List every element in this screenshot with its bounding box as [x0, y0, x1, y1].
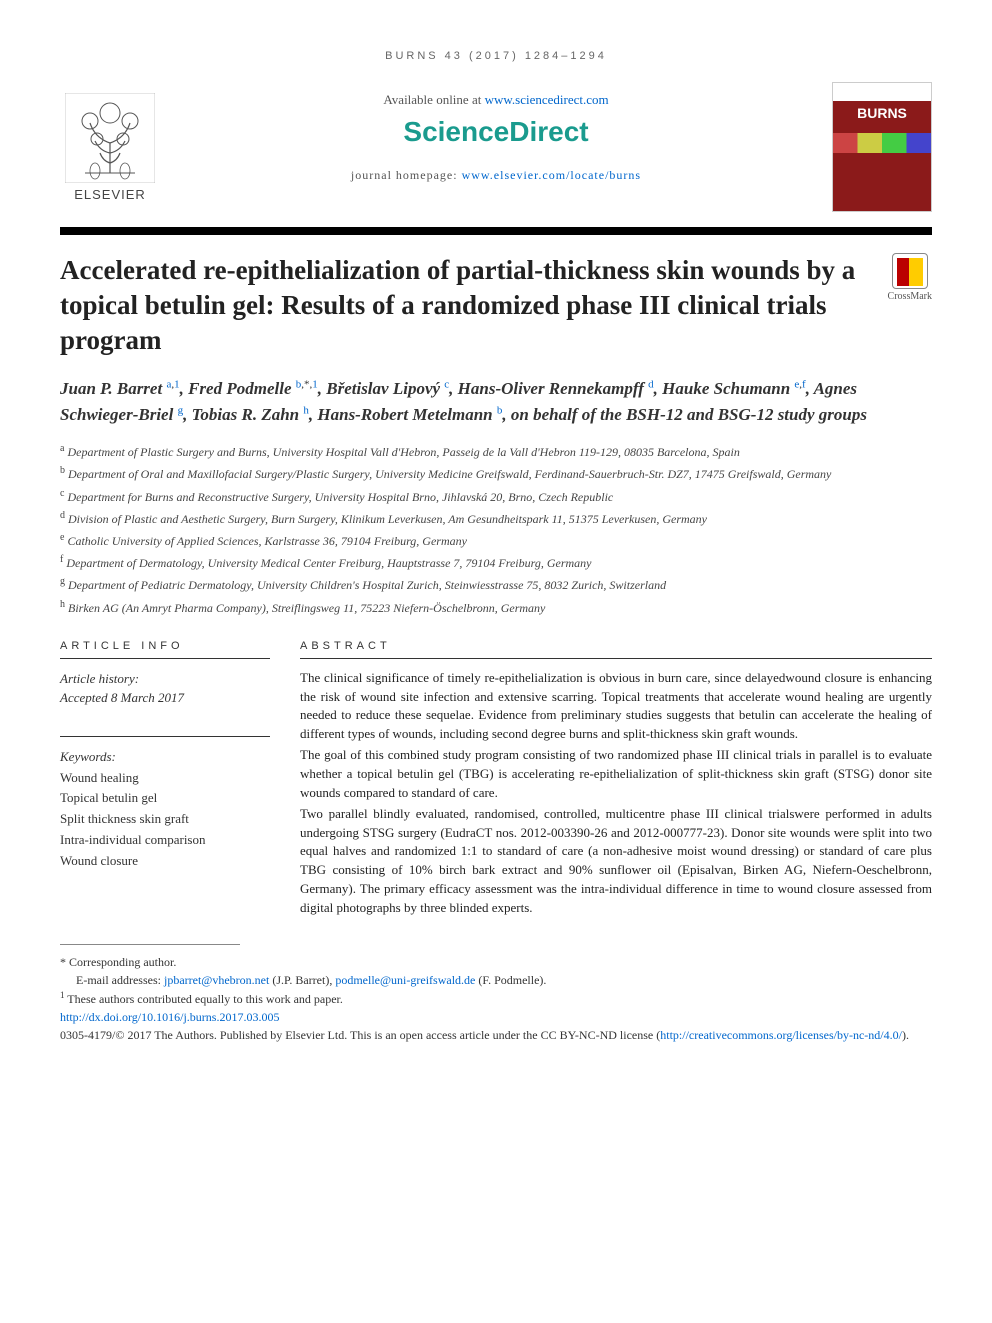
equal-contrib-text: These authors contributed equally to thi… — [67, 992, 343, 1006]
license-link[interactable]: http://creativecommons.org/licenses/by-n… — [660, 1028, 902, 1042]
footnotes-separator — [60, 944, 240, 945]
affiliation: d Division of Plastic and Aesthetic Surg… — [60, 508, 932, 529]
abstract-heading: ABSTRACT — [300, 640, 932, 659]
email-link-2[interactable]: podmelle@uni-greifswald.de — [335, 973, 475, 987]
article-title: Accelerated re-epithelialization of part… — [60, 253, 868, 358]
authors: Juan P. Barret a,1, Fred Podmelle b,*,1,… — [60, 376, 932, 427]
article-history: Article history: Accepted 8 March 2017 — [60, 669, 270, 708]
footnotes: * Corresponding author. E-mail addresses… — [60, 953, 932, 1044]
keyword: Intra-individual comparison — [60, 830, 270, 851]
journal-homepage: journal homepage: www.elsevier.com/locat… — [180, 168, 812, 183]
doi-link[interactable]: http://dx.doi.org/10.1016/j.burns.2017.0… — [60, 1010, 279, 1024]
running-header: BURNS 43 (2017) 1284–1294 — [60, 50, 932, 62]
copyright-text: 0305-4179/© 2017 The Authors. Published … — [60, 1028, 660, 1042]
keyword: Wound closure — [60, 851, 270, 872]
elsevier-label: ELSEVIER — [74, 187, 146, 202]
crossmark-badge[interactable]: CrossMark — [888, 253, 932, 302]
abstract-paragraph: Two parallel blindly evaluated, randomis… — [300, 805, 932, 918]
journal-homepage-link[interactable]: www.elsevier.com/locate/burns — [462, 168, 642, 182]
divider-bar — [60, 227, 932, 235]
article-history-value: Accepted 8 March 2017 — [60, 688, 270, 708]
keywords-label: Keywords: — [60, 747, 270, 768]
affiliation: e Catholic University of Applied Science… — [60, 530, 932, 551]
equal-contribution: 1 These authors contributed equally to t… — [60, 989, 932, 1008]
email-who-1: (J.P. Barret), — [269, 973, 335, 987]
abstract-paragraph: The clinical significance of timely re-e… — [300, 669, 932, 744]
copyright: 0305-4179/© 2017 The Authors. Published … — [60, 1026, 932, 1044]
affiliation: a Department of Plastic Surgery and Burn… — [60, 441, 932, 462]
copyright-suffix: ). — [902, 1028, 909, 1042]
elsevier-logo: ELSEVIER — [60, 82, 160, 202]
sciencedirect-logo: ScienceDirect — [180, 116, 812, 148]
keyword: Split thickness skin graft — [60, 809, 270, 830]
abstract-text: The clinical significance of timely re-e… — [300, 669, 932, 918]
article-info-heading: ARTICLE INFO — [60, 640, 270, 659]
affiliation: h Birken AG (An Amryt Pharma Company), S… — [60, 597, 932, 618]
email-addresses: E-mail addresses: jpbarret@vhebron.net (… — [60, 971, 932, 989]
emails-label: E-mail addresses: — [76, 973, 164, 987]
keywords: Keywords: Wound healingTopical betulin g… — [60, 747, 270, 872]
sciencedirect-link[interactable]: www.sciencedirect.com — [485, 92, 609, 107]
available-online-text: Available online at — [383, 92, 484, 107]
journal-cover: BURNS — [832, 82, 932, 212]
journal-cover-title: BURNS — [833, 105, 931, 121]
elsevier-tree-icon — [65, 93, 155, 183]
affiliations: a Department of Plastic Surgery and Burn… — [60, 441, 932, 618]
affiliation: g Department of Pediatric Dermatology, U… — [60, 574, 932, 595]
email-who-2: (F. Podmelle). — [475, 973, 546, 987]
available-online: Available online at www.sciencedirect.co… — [180, 92, 812, 108]
email-link-1[interactable]: jpbarret@vhebron.net — [164, 973, 269, 987]
crossmark-label: CrossMark — [888, 291, 932, 302]
affiliation: c Department for Burns and Reconstructiv… — [60, 486, 932, 507]
affiliation: b Department of Oral and Maxillofacial S… — [60, 463, 932, 484]
publisher-header: ELSEVIER Available online at www.science… — [60, 82, 932, 212]
keyword: Topical betulin gel — [60, 788, 270, 809]
abstract-paragraph: The goal of this combined study program … — [300, 746, 932, 803]
crossmark-icon — [892, 253, 928, 289]
affiliation: f Department of Dermatology, University … — [60, 552, 932, 573]
corresponding-author: * Corresponding author. — [60, 953, 932, 971]
journal-homepage-label: journal homepage: — [351, 168, 462, 182]
keyword: Wound healing — [60, 768, 270, 789]
article-history-label: Article history: — [60, 669, 270, 689]
